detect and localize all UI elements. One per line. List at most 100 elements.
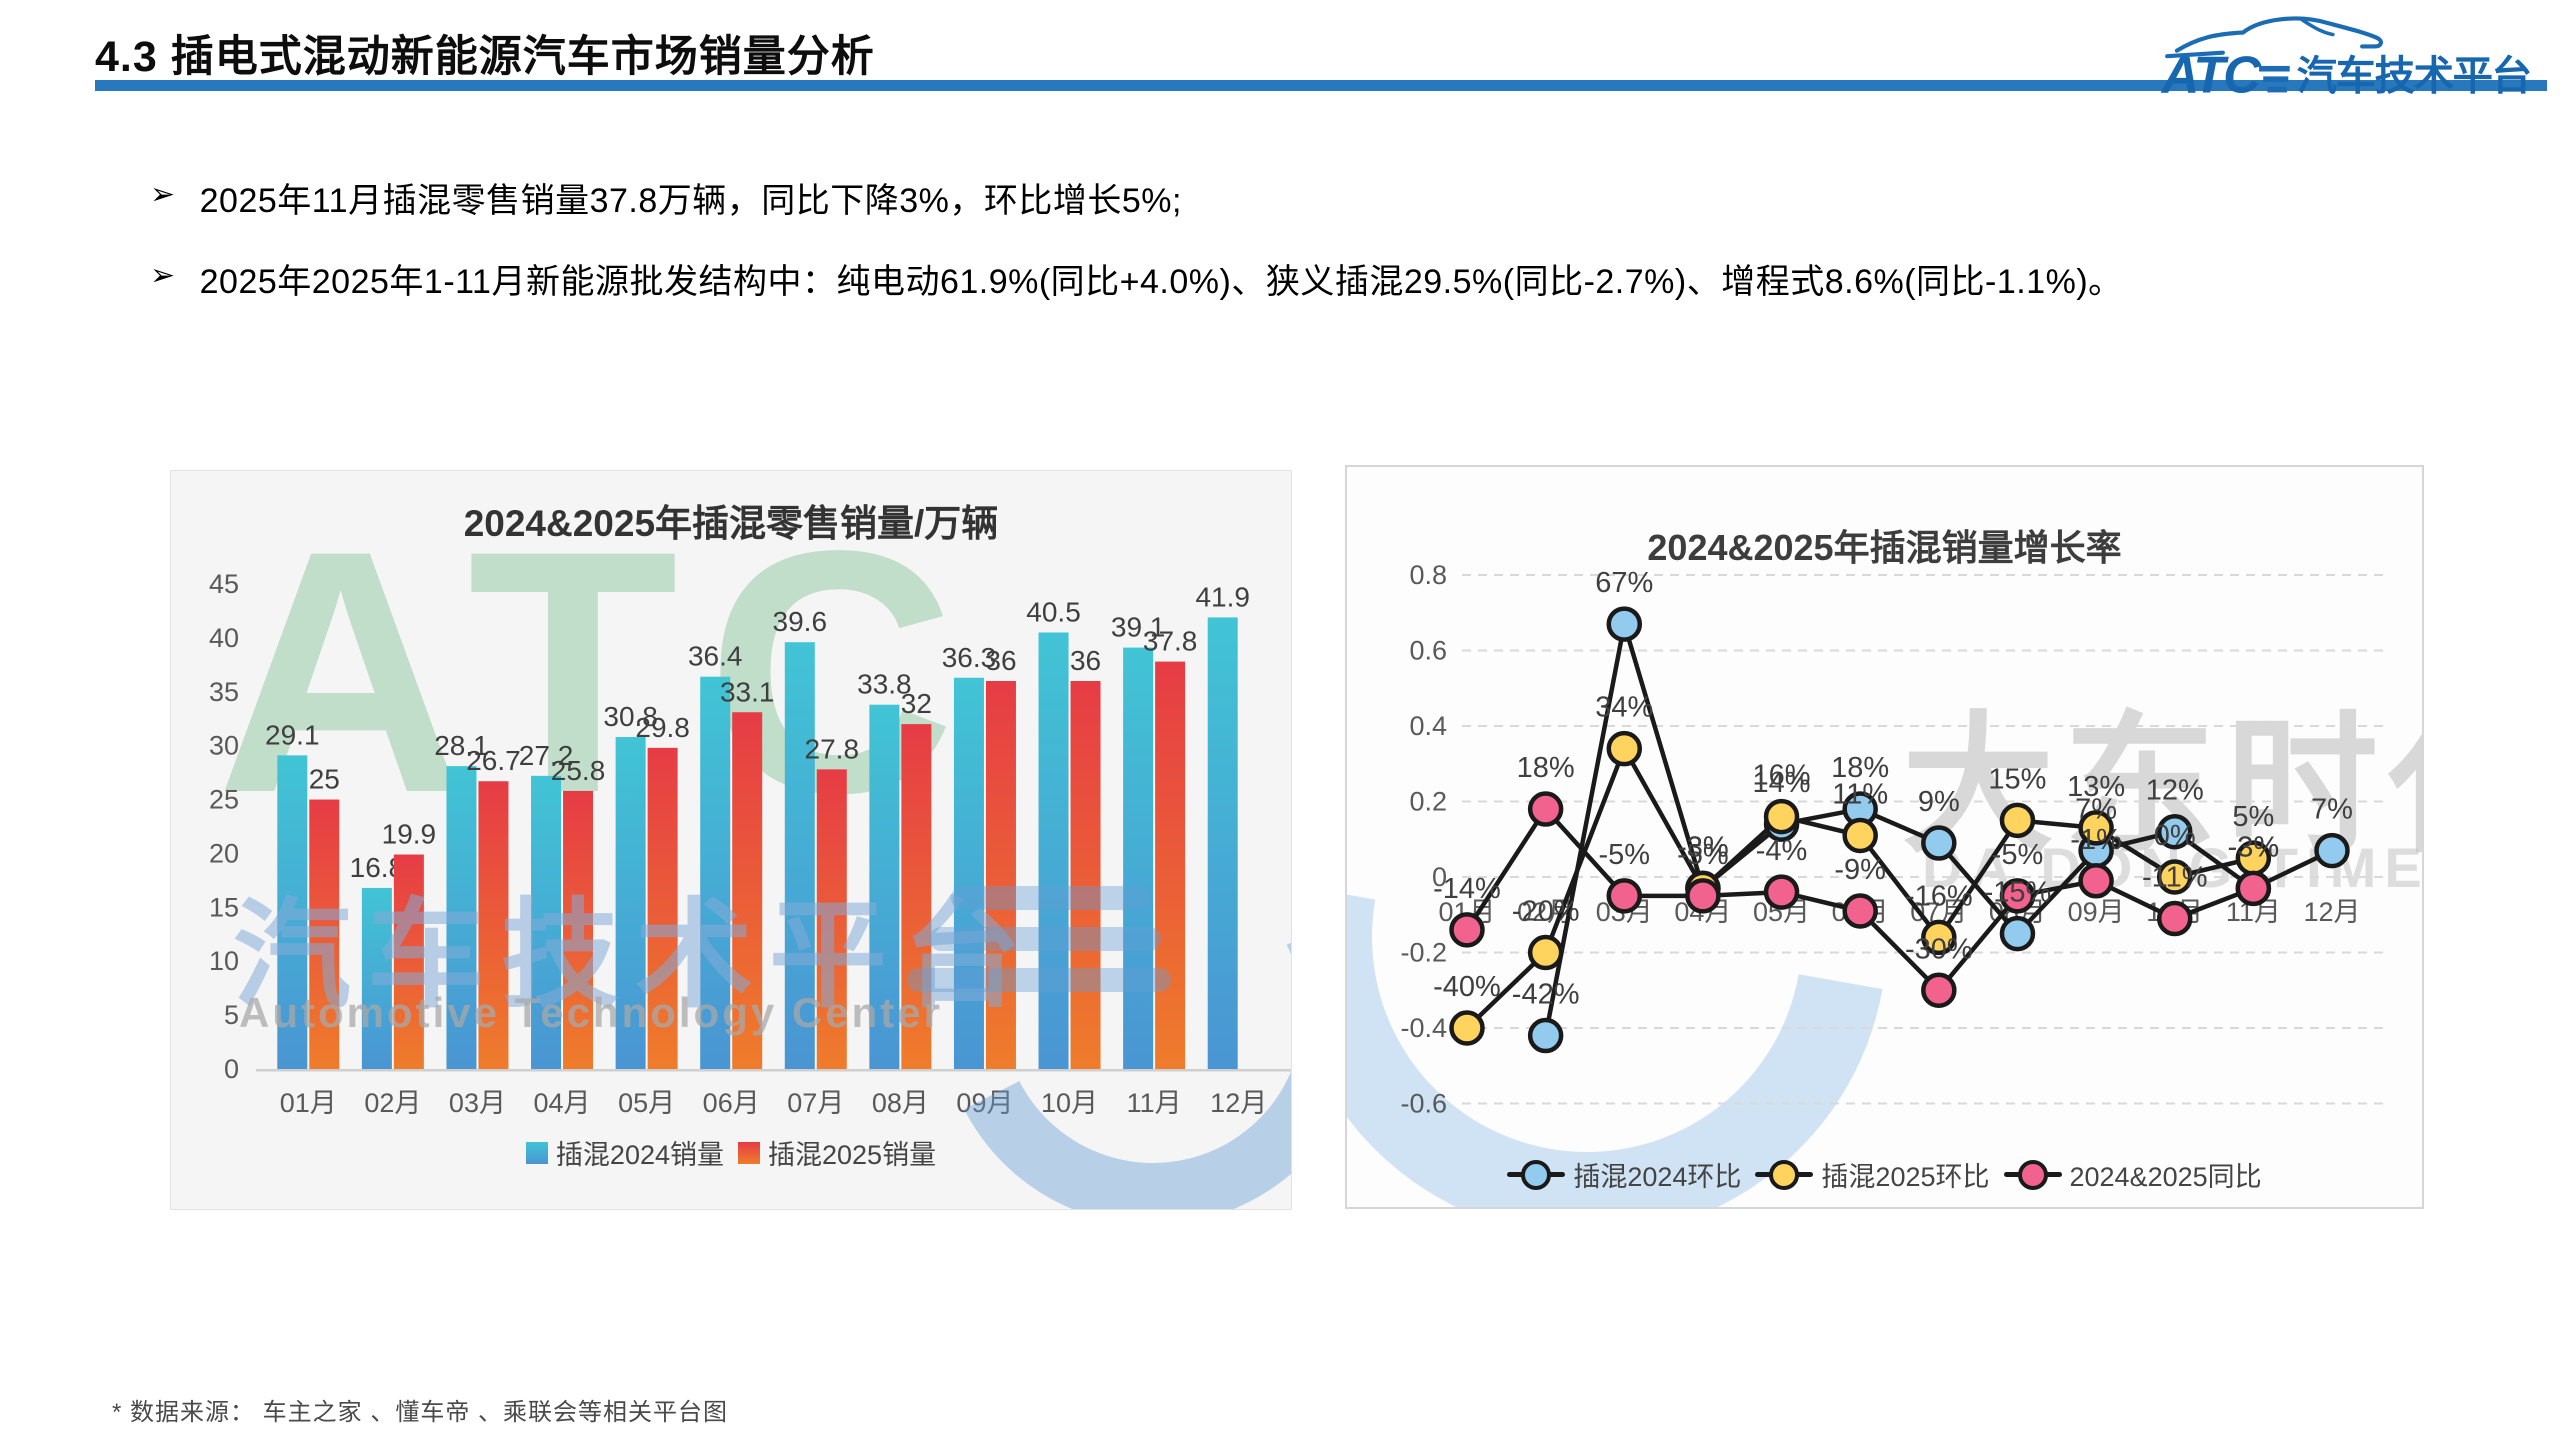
data-point bbox=[1606, 606, 1643, 642]
bar bbox=[1070, 681, 1101, 1069]
bar-value-label: 36.3 bbox=[942, 642, 997, 673]
data-point bbox=[1921, 825, 1957, 861]
point-value-label: -30% bbox=[1905, 933, 1973, 965]
data-point bbox=[1449, 912, 1485, 948]
car-icon bbox=[2165, 16, 2383, 59]
point-value-label: 67% bbox=[1595, 567, 1653, 599]
bar bbox=[869, 704, 900, 1069]
data-point bbox=[1527, 934, 1564, 971]
bullet-arrow-icon: ➢ bbox=[150, 259, 176, 292]
legend-label: 插混2025销量 bbox=[768, 1140, 937, 1170]
bar-value-label: 33.8 bbox=[857, 669, 912, 700]
point-value-label: 34% bbox=[1595, 692, 1653, 724]
bar bbox=[1155, 661, 1186, 1069]
bullet-item: ➢ 2025年11月插混零售销量37.8万辆，同比下降3%，环比增长5%; bbox=[150, 173, 2123, 222]
data-point bbox=[2156, 813, 2193, 850]
point-value-label: -14% bbox=[1433, 873, 1501, 905]
data-point bbox=[1527, 1017, 1564, 1054]
point-value-label: -1% bbox=[2070, 824, 2122, 856]
x-axis-label: 03月 bbox=[449, 1088, 506, 1118]
bar-value-label: 39.1 bbox=[1111, 612, 1166, 643]
bar bbox=[446, 766, 477, 1069]
bar-chart-title: 2024&2025年插混零售销量/万辆 bbox=[463, 503, 999, 544]
bar bbox=[277, 755, 308, 1069]
y-axis-tick: 45 bbox=[209, 569, 239, 599]
data-point bbox=[1921, 972, 1957, 1008]
y-axis-tick: -0.2 bbox=[1400, 938, 1447, 968]
legend-label: 插混2025环比 bbox=[1821, 1162, 1990, 1192]
bar bbox=[615, 737, 646, 1069]
logo-abbr: ATC bbox=[2160, 46, 2263, 101]
bar bbox=[531, 775, 562, 1069]
line-chart-title: 2024&2025年插混销量增长率 bbox=[1647, 527, 2122, 568]
point-value-label: -5% bbox=[1598, 839, 1650, 871]
bar bbox=[1123, 647, 1154, 1069]
data-point bbox=[1999, 915, 2036, 952]
y-axis-tick: 20 bbox=[209, 838, 239, 868]
legend-swatch bbox=[738, 1141, 760, 1164]
y-axis-tick: 40 bbox=[209, 623, 239, 653]
point-value-label: 9% bbox=[1918, 786, 1960, 818]
point-value-label: -3% bbox=[2228, 831, 2280, 863]
point-value-label: -11% bbox=[2142, 862, 2208, 894]
legend-label: 2024&2025同比 bbox=[2069, 1162, 2262, 1192]
legend-item: 插混2025环比 bbox=[1755, 1155, 1990, 1194]
data-point bbox=[2314, 832, 2350, 869]
data-point bbox=[1999, 802, 2036, 839]
title-underline bbox=[95, 80, 2547, 91]
bullet-text-2: 2025年2025年1-11月新能源批发结构中：纯电动61.9%(同比+4.0%… bbox=[199, 263, 2123, 301]
bullet-text-1: 2025年11月插混零售销量37.8万辆，同比下降3%，环比增长5%; bbox=[199, 182, 1182, 220]
x-axis-label: 02月 bbox=[364, 1088, 421, 1118]
bar-value-label: 29.8 bbox=[635, 712, 690, 743]
line-chart-legend: 插混2024环比 插混2025环比 2024&2025同比 bbox=[1347, 1155, 2422, 1194]
point-value-label: 7% bbox=[2075, 794, 2117, 826]
data-point bbox=[1842, 817, 1878, 854]
y-axis-tick: 30 bbox=[209, 731, 239, 761]
x-axis-label: 09月 bbox=[956, 1088, 1013, 1118]
point-value-label: -4% bbox=[1756, 835, 1808, 867]
line-chart-canvas: 0.80.60.40.20-0.2-0.4-0.601月02月03月04月05月… bbox=[1400, 560, 2387, 1119]
point-value-label: -5% bbox=[1992, 839, 2044, 871]
bullet-item: ➢ 2025年2025年1-11月新能源批发结构中：纯电动61.9%(同比+4.… bbox=[150, 254, 2123, 303]
y-axis-tick: 0.6 bbox=[1409, 636, 1447, 666]
bar-value-label: 41.9 bbox=[1195, 581, 1250, 612]
bar bbox=[901, 724, 932, 1069]
bar bbox=[953, 677, 984, 1069]
data-point bbox=[2235, 870, 2272, 907]
point-value-label: -16% bbox=[1905, 880, 1973, 912]
point-value-label: 18% bbox=[1517, 752, 1575, 784]
bar-value-label: 37.8 bbox=[1143, 626, 1198, 657]
x-axis-label: 07月 bbox=[787, 1088, 844, 1118]
x-axis-label: 04月 bbox=[534, 1088, 591, 1118]
y-axis-tick: 15 bbox=[209, 892, 239, 922]
bar bbox=[1038, 632, 1069, 1069]
page-title: 4.3 插电式混动新能源汽车市场销量分析 bbox=[95, 33, 875, 81]
y-axis-tick: 35 bbox=[209, 677, 239, 707]
bullet-arrow-icon: ➢ bbox=[150, 178, 176, 211]
x-axis-label: 01月 bbox=[280, 1088, 337, 1118]
point-value-label: -3% bbox=[2228, 831, 2280, 863]
bar bbox=[478, 781, 509, 1069]
point-value-label: 16% bbox=[1753, 760, 1811, 792]
bar-chart-legend: 插混2024销量 插混2025销量 bbox=[171, 1133, 1291, 1172]
point-value-label: 5% bbox=[2232, 801, 2274, 833]
point-value-label: -40% bbox=[1433, 971, 1501, 1003]
bar-chart-panel: ATC 2024&2025年插混零售销量/万辆 0 5 10 15 20 25 30 35 40… bbox=[170, 470, 1292, 1210]
logo-name: 汽车技术平台 bbox=[2297, 53, 2531, 99]
bar-value-label: 29.1 bbox=[265, 719, 320, 750]
atc-logo: ATC 汽车技术平台 bbox=[2160, 16, 2532, 101]
point-value-label: -5% bbox=[1677, 839, 1729, 871]
x-axis-label: 09月 bbox=[2068, 897, 2125, 927]
bar-value-label: 27.2 bbox=[519, 740, 574, 771]
data-source-note: * 数据来源： 车主之家 、懂车帝 、乘联会等相关平台图 bbox=[112, 1399, 729, 1426]
point-value-label: 11% bbox=[1832, 778, 1888, 810]
y-axis-tick: 0.2 bbox=[1409, 787, 1447, 817]
legend-dot bbox=[1769, 1159, 1800, 1190]
data-point bbox=[1449, 1010, 1485, 1046]
legend-label: 插混2024销量 bbox=[555, 1140, 724, 1170]
y-axis-tick: -0.4 bbox=[1400, 1013, 1447, 1043]
y-axis-tick: -0.6 bbox=[1400, 1089, 1447, 1119]
x-axis-label: 06月 bbox=[703, 1088, 760, 1118]
bar-value-label: 27.8 bbox=[805, 733, 860, 764]
legend-label: 插混2024环比 bbox=[1573, 1162, 1742, 1192]
